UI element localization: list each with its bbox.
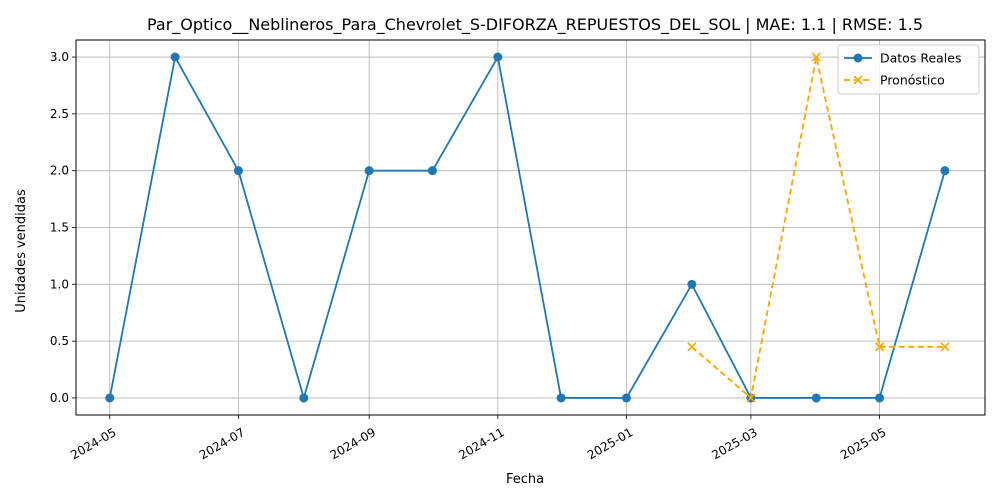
data-point [621, 393, 631, 403]
chart-title: Par_Optico__Neblineros_Para_Chevrolet_S-… [147, 15, 923, 35]
data-point-stroke [811, 52, 821, 62]
data-point [687, 342, 697, 352]
data-point-stroke [687, 342, 697, 352]
data-point-stroke [874, 342, 885, 352]
data-point [364, 166, 374, 176]
data-point [811, 52, 821, 62]
data-point [299, 393, 309, 403]
data-point [746, 393, 756, 403]
y-tick-label: 0.0 [50, 391, 69, 405]
y-tick-label: 1.0 [50, 277, 69, 291]
data-point-stroke [940, 342, 950, 352]
y-axis-label: Unidades vendidas [14, 189, 29, 313]
data-point [687, 279, 697, 289]
data-point-stroke [746, 393, 756, 403]
data-point [427, 166, 437, 176]
data-point [853, 75, 863, 85]
data-point [874, 342, 885, 352]
data-point [233, 166, 243, 176]
series-layer [105, 52, 950, 403]
x-axis-label: Fecha [506, 472, 544, 487]
grid-lines [76, 40, 985, 415]
legend-item: Datos Reales [844, 51, 961, 66]
legend-box [837, 44, 980, 95]
data-point [556, 393, 566, 403]
y-tick-label: 1.5 [50, 221, 69, 235]
legend-label: Pronóstico [880, 73, 945, 88]
data-point [493, 52, 503, 62]
data-point [940, 166, 950, 176]
series-datos-reales [105, 52, 950, 403]
legend: Datos Reales Pronóstico [837, 44, 980, 95]
data-point [940, 342, 950, 352]
data-point [811, 393, 821, 403]
legend-label: Datos Reales [880, 51, 961, 66]
series-line [108, 54, 946, 402]
data-point-stroke [853, 75, 863, 85]
data-point [853, 53, 863, 63]
data-point [875, 393, 885, 403]
y-tick-label: 2.0 [50, 164, 69, 178]
series-line [691, 56, 945, 400]
series-pron-stico [687, 52, 950, 403]
y-tick-label: 2.5 [50, 107, 69, 121]
data-point [105, 393, 115, 403]
data-point [170, 52, 180, 62]
y-tick-label: 3.0 [50, 50, 69, 64]
legend-item: Pronóstico [844, 73, 945, 88]
y-tick-label: 0.5 [50, 334, 69, 348]
